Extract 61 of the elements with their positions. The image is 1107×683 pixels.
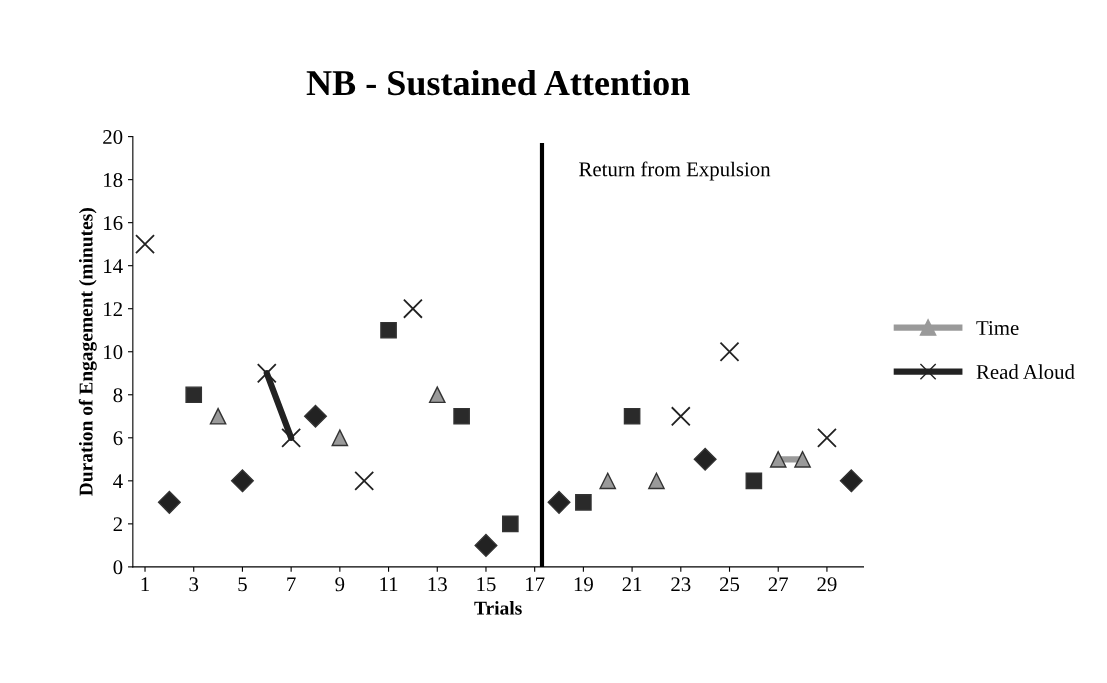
y-tick-label: 8 (113, 388, 123, 403)
x-tick-label: 27 (768, 577, 789, 592)
point (670, 406, 691, 427)
point (230, 469, 254, 493)
point (719, 341, 740, 362)
point (816, 427, 837, 448)
x-tick-label: 7 (287, 577, 296, 592)
legend-label: Read Aloud (976, 364, 1075, 380)
point (185, 386, 203, 404)
point (157, 490, 181, 514)
x-tick-label: 9 (335, 577, 345, 592)
y-tick-label: 6 (113, 431, 123, 446)
y-tick-label: 10 (104, 345, 123, 360)
point (380, 321, 397, 339)
y-tick-label: 16 (104, 216, 123, 231)
point (474, 533, 498, 557)
x-axis-title: Trials (474, 601, 522, 615)
y-tick-label: 2 (113, 517, 122, 532)
x-tick-label: 25 (720, 577, 740, 592)
point (794, 450, 811, 468)
y-tick-label: 12 (104, 302, 122, 316)
x-tick-label: 5 (238, 577, 247, 592)
point (135, 234, 155, 255)
point (839, 469, 863, 493)
point (745, 472, 763, 490)
x-tick-label: 29 (817, 577, 837, 592)
point (428, 386, 446, 404)
point (599, 472, 617, 490)
x-tick-label: 1 (141, 577, 149, 592)
x-tick-label: 15 (477, 577, 496, 592)
point (648, 472, 665, 490)
point (281, 427, 302, 448)
point (769, 450, 787, 468)
y-tick-label: 20 (103, 129, 123, 145)
point (501, 515, 519, 533)
x-tick-label: 21 (622, 577, 642, 592)
point (331, 429, 349, 447)
x-tick-label: 19 (574, 577, 593, 592)
y-tick-label: 4 (113, 474, 123, 489)
point (453, 407, 470, 425)
y-axis-title: Duration of Engagement (minutes) (78, 208, 97, 496)
point (256, 363, 277, 384)
x-tick-label: 17 (526, 577, 545, 592)
point (209, 407, 227, 425)
legend-label: Time (976, 321, 1019, 336)
point (547, 490, 571, 514)
point (575, 494, 592, 511)
point (354, 470, 375, 491)
point (303, 404, 327, 428)
x-tick-label: 11 (380, 577, 398, 592)
point (623, 407, 641, 425)
chart-title: NB - Sustained Attention (306, 69, 690, 96)
y-tick-label: 14 (104, 259, 123, 273)
x-tick-label: 23 (671, 577, 691, 592)
x-tick-label: 3 (189, 577, 199, 592)
x-tick-label: 13 (428, 577, 447, 592)
y-tick-label: 18 (104, 173, 123, 188)
ref-line-label: Return from Expulsion (579, 161, 771, 181)
point (693, 447, 717, 471)
point (402, 298, 423, 319)
y-tick-label: 0 (113, 560, 123, 575)
